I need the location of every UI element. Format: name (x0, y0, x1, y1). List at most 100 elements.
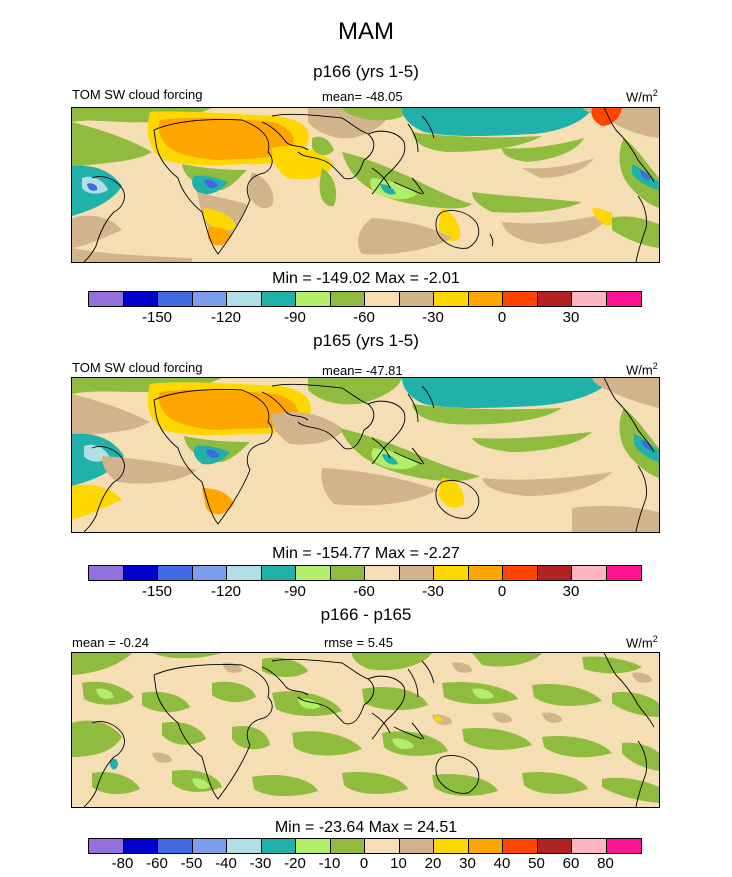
colorbar-tick-label: 30 (459, 855, 476, 872)
panel-1-colorbar-ticks: -150 -120 -90 -60 -30 0 30 (88, 309, 641, 327)
colorbar-tick-label: -120 (210, 583, 242, 600)
colorbar-tick-label: -20 (284, 855, 306, 872)
colorbar-swatch (261, 566, 296, 580)
colorbar-tick-label: -30 (422, 583, 444, 600)
colorbar-swatch (296, 292, 331, 306)
panel-1-mean-label: mean= -48.05 (322, 89, 403, 104)
coastlines (83, 108, 655, 262)
panel-3-units: W/m2 (626, 634, 658, 651)
field-region (340, 428, 480, 482)
field-region (482, 472, 612, 496)
panel-3-colorbar-ticks: -80 -60 -50 -40 -30 -20 -10 0 10 20 30 40 50 60 80 (88, 855, 641, 873)
panel-2-map (71, 377, 660, 533)
colorbar-swatch (89, 839, 124, 853)
colorbar-tick-label: -10 (318, 855, 341, 872)
colorbar-tick-label: 30 (562, 583, 580, 600)
colorbar-swatch (330, 566, 365, 580)
field-region (102, 456, 197, 484)
field-region (87, 183, 98, 191)
colorbar-tick-label: 50 (528, 855, 545, 872)
field-region (342, 152, 472, 209)
field-region (72, 122, 152, 168)
colorbar-swatch (503, 566, 538, 580)
field-region (110, 758, 118, 770)
field-region (206, 449, 220, 458)
colorbar-swatch (434, 566, 469, 580)
field-region (152, 662, 652, 763)
colorbar-tick-label: -60 (146, 855, 168, 872)
colorbar-swatch (503, 839, 538, 853)
colorbar-swatch (572, 566, 607, 580)
colorbar-swatch (606, 839, 641, 853)
colorbar-swatch (192, 292, 227, 306)
colorbar-swatch (537, 839, 572, 853)
field-region (72, 215, 122, 248)
colorbar-swatch (365, 292, 400, 306)
colorbar-swatch (537, 292, 572, 306)
field-region (592, 378, 659, 408)
panel-1-variable-label: TOM SW cloud forcing (72, 87, 203, 102)
panel-3-map (71, 652, 660, 808)
field-region (472, 192, 582, 213)
colorbar-swatch (365, 839, 400, 853)
panel-1-colorbar (88, 291, 642, 307)
colorbar-tick-label: 20 (424, 855, 442, 872)
colorbar-swatch (261, 292, 296, 306)
field-region (96, 688, 494, 789)
field-region (271, 411, 344, 445)
colorbar-swatch (468, 566, 503, 580)
field-region (612, 216, 659, 248)
panel-3-colorbar (88, 838, 642, 854)
colorbar-swatch (606, 566, 641, 580)
panel-1-title: p166 (yrs 1-5) (313, 62, 419, 81)
coastlines (83, 653, 655, 807)
colorbar-swatch (503, 292, 538, 306)
colorbar-swatch (296, 839, 331, 853)
panel-3-title: p166 - p165 (320, 605, 412, 624)
colorbar-swatch (365, 566, 400, 580)
panel-1-map (71, 107, 660, 263)
colorbar-tick-label: -90 (284, 583, 306, 600)
field-region (271, 145, 334, 180)
field-region (502, 138, 584, 162)
colorbar-tick-label: -30 (249, 855, 272, 872)
field-region (158, 389, 298, 430)
field-region (592, 208, 617, 226)
field-region (369, 178, 417, 200)
field-region (72, 394, 150, 438)
colorbar-swatch (296, 566, 331, 580)
colorbar-swatch (192, 566, 227, 580)
panel-1-minmax: Min = -149.02 Max = -2.01 (272, 270, 460, 287)
colorbar-tick-label: 40 (493, 855, 511, 872)
colorbar-swatch (468, 839, 503, 853)
field-region (357, 218, 452, 255)
field-region (640, 170, 650, 180)
colorbar-tick-label: 0 (497, 309, 507, 326)
season-title: MAM (338, 18, 394, 45)
panel-2-units: W/m2 (626, 361, 658, 378)
field-region (204, 208, 236, 231)
panel-3-map-field (72, 653, 659, 807)
colorbar-swatch (123, 839, 158, 853)
colorbar-swatch (330, 292, 365, 306)
field-region (572, 505, 659, 532)
colorbar-swatch (399, 839, 434, 853)
colorbar-swatch (330, 839, 365, 853)
field-region (312, 136, 334, 156)
colorbar-swatch (192, 839, 227, 853)
panel-2-colorbar-ticks: -150 -120 -90 -60 -30 0 30 (88, 583, 641, 601)
panel-2-variable-label: TOM SW cloud forcing (72, 360, 203, 375)
panel-3-minmax: Min = -23.64 Max = 24.51 (274, 819, 458, 836)
colorbar-swatch (434, 839, 469, 853)
panel-3-mean-label: mean = -0.24 (72, 635, 149, 650)
colorbar-tick-label: 0 (497, 583, 507, 600)
field-region (371, 448, 418, 470)
panel-2-colorbar (88, 565, 642, 581)
field-region (642, 440, 652, 450)
colorbar-tick-label: -80 (111, 855, 134, 872)
colorbar-tick-label: 0 (359, 855, 369, 872)
colorbar-swatch (158, 292, 193, 306)
colorbar-swatch (572, 292, 607, 306)
colorbar-swatch (227, 292, 262, 306)
colorbar-swatch (434, 292, 469, 306)
